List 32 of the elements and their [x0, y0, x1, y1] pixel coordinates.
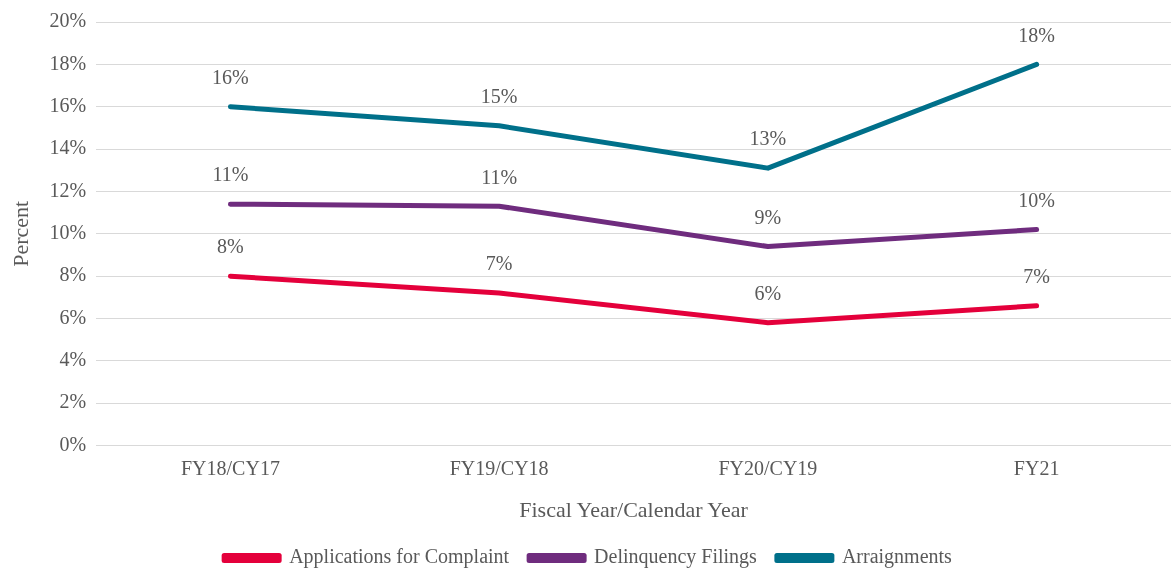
data-label: 7%: [1023, 265, 1050, 288]
legend-label: Delinquency Filings: [594, 545, 758, 569]
y-tick-label: 18%: [49, 51, 87, 74]
data-label: 18%: [1018, 23, 1055, 46]
data-label: 15%: [480, 85, 518, 108]
data-label: 7%: [485, 252, 513, 275]
y-axis-title: Percent: [7, 200, 33, 267]
data-label: 9%: [754, 205, 782, 228]
x-tick-label: FY21: [1013, 456, 1060, 479]
y-tick-label: 14%: [49, 136, 87, 159]
x-tick-label: FY18/CY17: [180, 456, 280, 479]
data-label: 6%: [754, 282, 782, 305]
y-tick-label: 10%: [49, 221, 87, 244]
legend-label: Arraignments: [841, 545, 953, 569]
x-tick-label: FY20/CY19: [718, 456, 818, 479]
legend-label: Applications for Complaint: [289, 545, 510, 569]
data-label: 8%: [217, 235, 244, 258]
y-tick-label: 20%: [49, 9, 87, 32]
y-tick-label: 6%: [59, 305, 87, 328]
y-tick-label: 4%: [59, 348, 87, 371]
data-label: 13%: [749, 127, 787, 150]
y-tick-label: 0%: [59, 432, 87, 455]
y-tick-label: 12%: [49, 178, 87, 201]
x-tick-label: FY19/CY18: [449, 456, 549, 479]
data-label: 16%: [212, 65, 249, 88]
data-label: 10%: [1018, 188, 1055, 211]
data-label: 11%: [481, 165, 518, 188]
y-tick-label: 16%: [49, 93, 87, 116]
x-axis-title: Fiscal Year/Calendar Year: [519, 496, 749, 522]
y-tick-label: 2%: [59, 390, 87, 413]
data-label: 11%: [212, 163, 249, 186]
y-tick-label: 8%: [59, 263, 87, 286]
